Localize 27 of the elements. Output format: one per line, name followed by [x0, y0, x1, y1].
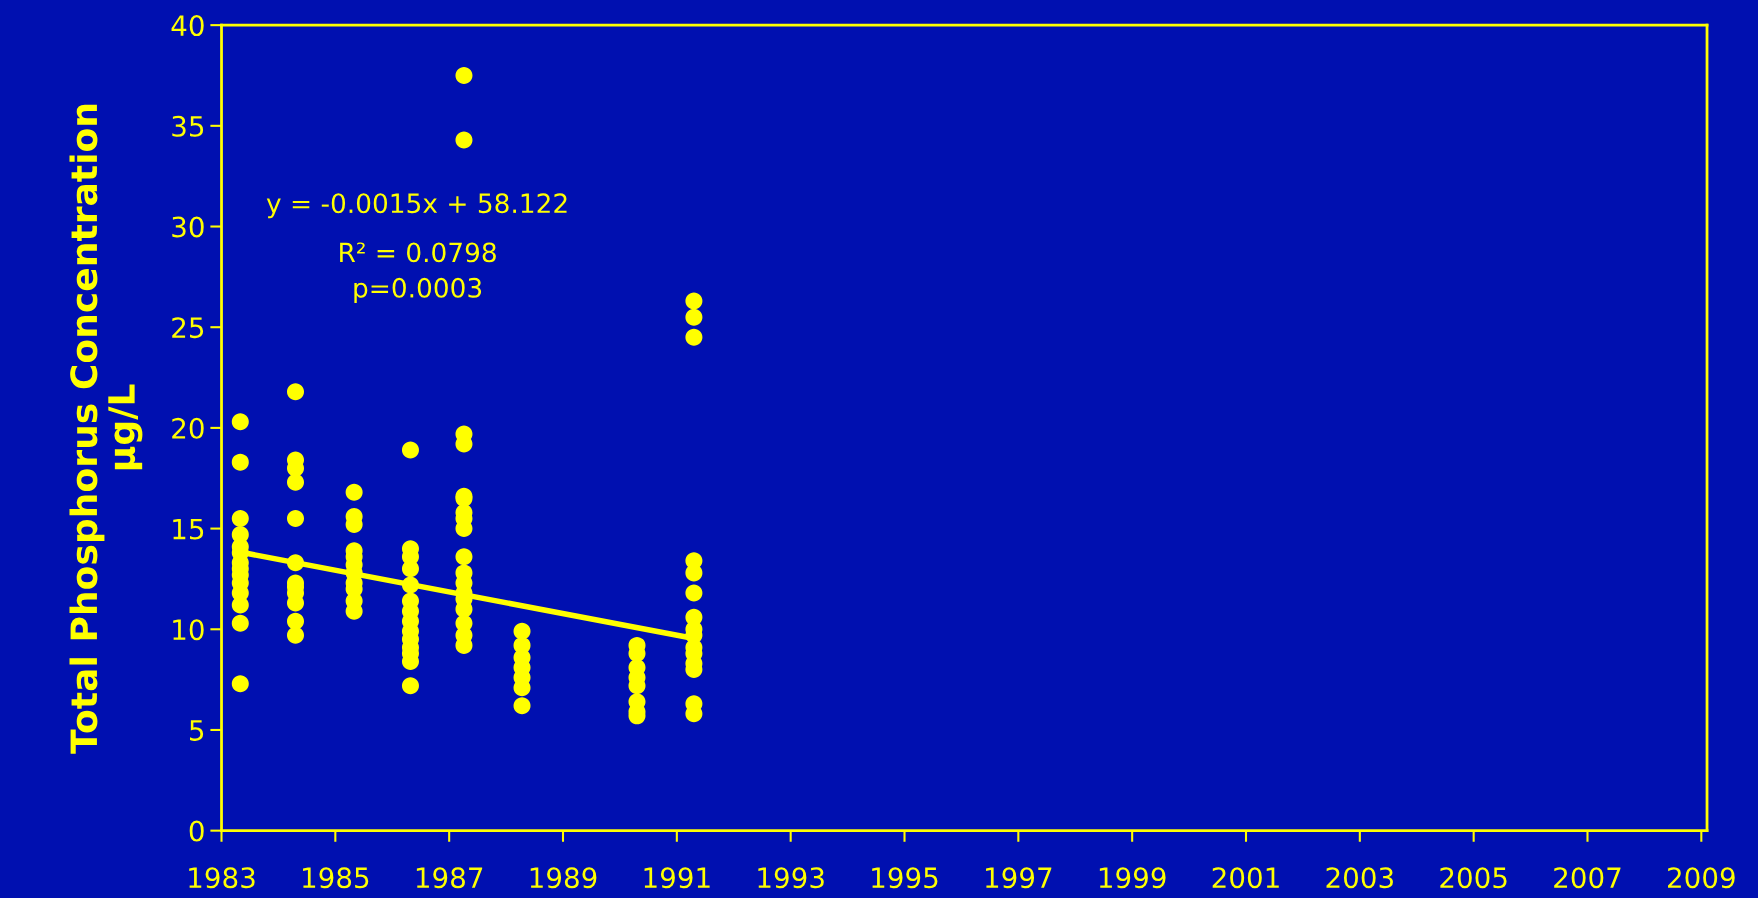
x-tick-label: 1985 — [303, 867, 369, 889]
x-tick-label: 2003 — [1326, 867, 1393, 889]
x-tick-label: 1997 — [986, 867, 1052, 889]
x-tick-label: 2007 — [1554, 867, 1621, 889]
annotation: R² = 0.0798 — [340, 242, 496, 263]
x-tick-label: 2001 — [1212, 867, 1279, 889]
y-tick-label: 20 — [172, 417, 204, 439]
y-tick-label: 10 — [173, 619, 204, 641]
x-tick-label: 1999 — [1099, 867, 1166, 889]
y-tick-label: 30 — [172, 216, 204, 238]
y-axis-title: Total Phosphorus Concentration µg/L — [69, 104, 143, 754]
y-tick-label: 25 — [172, 317, 204, 339]
x-tick-label: 1993 — [758, 867, 824, 889]
x-tick-label: 1987 — [416, 867, 483, 889]
annotation: y = -0.0015x + 58.122 — [266, 193, 567, 219]
x-tick-label: 2005 — [1440, 867, 1507, 889]
y-tick-label: 5 — [190, 720, 204, 741]
x-tick-label: 2009 — [1668, 867, 1735, 889]
y-tick-label: 0 — [189, 820, 204, 842]
y-tick-label: 15 — [173, 518, 204, 540]
x-tick-label: 1983 — [189, 867, 255, 889]
annotation: p=0.0003 — [354, 277, 482, 303]
x-tick-label: 1991 — [644, 867, 710, 889]
y-tick-label: 35 — [172, 115, 204, 137]
x-tick-label: 1995 — [872, 867, 938, 889]
x-tick-label: 1989 — [530, 867, 597, 889]
y-tick-label: 40 — [171, 15, 204, 37]
